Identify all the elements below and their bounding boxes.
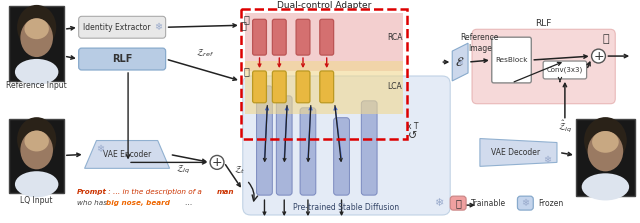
Text: 🔥: 🔥 [241, 20, 246, 30]
Text: LQ Input: LQ Input [20, 196, 53, 205]
Text: ❄: ❄ [97, 145, 104, 155]
Text: Dual-control Adapter: Dual-control Adapter [276, 1, 371, 10]
Text: ❄: ❄ [154, 22, 162, 32]
Text: RLF: RLF [112, 54, 132, 64]
Ellipse shape [584, 117, 627, 164]
FancyBboxPatch shape [333, 118, 349, 195]
Text: LCA: LCA [388, 82, 403, 91]
Text: 🔥: 🔥 [455, 198, 461, 208]
FancyBboxPatch shape [472, 29, 615, 104]
Text: 🔥: 🔥 [244, 14, 250, 24]
Text: RCA: RCA [387, 33, 403, 42]
Text: Reference Input: Reference Input [6, 81, 67, 90]
Text: who has: who has [77, 200, 111, 206]
FancyBboxPatch shape [518, 196, 533, 210]
Text: big nose, beard: big nose, beard [106, 200, 170, 206]
Polygon shape [244, 13, 403, 71]
Text: man: man [217, 189, 234, 195]
Polygon shape [84, 140, 170, 168]
FancyBboxPatch shape [296, 19, 310, 55]
Text: $\mathcal{Z}_{ref}$: $\mathcal{Z}_{ref}$ [196, 47, 214, 59]
FancyBboxPatch shape [320, 19, 333, 55]
Text: $\mathcal{E}$: $\mathcal{E}$ [456, 56, 465, 68]
Ellipse shape [24, 18, 49, 39]
Ellipse shape [17, 117, 56, 162]
Ellipse shape [17, 5, 56, 50]
FancyBboxPatch shape [451, 196, 466, 210]
Text: 🔥: 🔥 [602, 34, 609, 44]
Ellipse shape [24, 131, 49, 151]
FancyBboxPatch shape [79, 48, 166, 70]
Polygon shape [244, 61, 403, 114]
Circle shape [591, 49, 605, 63]
FancyBboxPatch shape [296, 71, 310, 103]
Bar [10, 6, 64, 81]
FancyBboxPatch shape [243, 76, 451, 215]
Text: ❄: ❄ [456, 58, 463, 66]
Polygon shape [452, 43, 468, 81]
Bar [576, 119, 635, 196]
Ellipse shape [588, 131, 623, 171]
Text: RLF: RLF [536, 19, 552, 28]
FancyBboxPatch shape [543, 61, 587, 79]
Text: ❄: ❄ [522, 198, 529, 208]
FancyBboxPatch shape [273, 71, 286, 103]
Ellipse shape [20, 131, 53, 169]
FancyBboxPatch shape [257, 86, 273, 195]
Text: 🔥: 🔥 [244, 66, 250, 76]
FancyBboxPatch shape [276, 96, 292, 195]
Text: …: … [184, 200, 193, 206]
Text: Frozen: Frozen [538, 199, 563, 208]
Text: Reference
Image: Reference Image [461, 33, 499, 53]
Text: ResBlock: ResBlock [495, 57, 528, 63]
FancyBboxPatch shape [300, 108, 316, 195]
Text: Trainable: Trainable [471, 199, 506, 208]
Text: $\hat{\mathcal{Z}}_{lq}$: $\hat{\mathcal{Z}}_{lq}$ [557, 119, 572, 134]
Ellipse shape [15, 59, 58, 85]
Text: ❄: ❄ [434, 198, 443, 208]
Text: $\mathcal{Z}_t$: $\mathcal{Z}_t$ [234, 165, 246, 176]
Text: +: + [593, 50, 604, 63]
FancyBboxPatch shape [253, 19, 266, 55]
FancyBboxPatch shape [79, 16, 166, 38]
Text: Pre-trained Stable Diffusion: Pre-trained Stable Diffusion [293, 203, 399, 212]
FancyBboxPatch shape [253, 71, 266, 103]
Text: VAE Decoder: VAE Decoder [491, 148, 540, 157]
Bar [10, 119, 64, 193]
Circle shape [210, 155, 224, 169]
FancyBboxPatch shape [320, 71, 333, 103]
Text: ↺: ↺ [408, 130, 417, 140]
FancyBboxPatch shape [492, 37, 531, 83]
FancyBboxPatch shape [362, 101, 377, 195]
Polygon shape [480, 138, 557, 166]
Text: $\mathcal{Z}_{lq}$: $\mathcal{Z}_{lq}$ [176, 164, 191, 176]
Text: Identity Extractor: Identity Extractor [83, 23, 151, 32]
Text: Conv(3x3): Conv(3x3) [547, 67, 583, 73]
Ellipse shape [20, 18, 53, 57]
Text: ❄: ❄ [543, 155, 551, 165]
Text: x T: x T [407, 122, 419, 131]
Ellipse shape [592, 131, 619, 153]
FancyBboxPatch shape [273, 19, 286, 55]
Text: Prompt: Prompt [77, 189, 107, 195]
Text: : … in the description of a: : … in the description of a [106, 189, 204, 195]
Ellipse shape [15, 171, 58, 197]
Text: VAE Encoder: VAE Encoder [103, 150, 151, 159]
Bar [241, 9, 407, 138]
Ellipse shape [582, 173, 629, 200]
Text: +: + [212, 156, 222, 169]
